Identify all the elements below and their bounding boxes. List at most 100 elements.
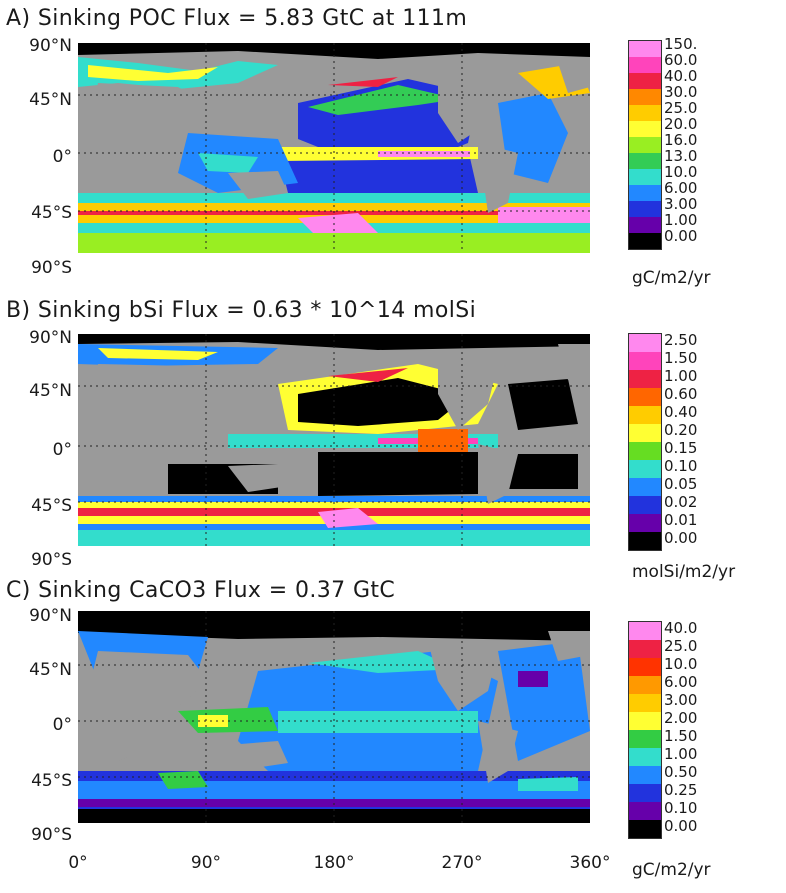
colorbar-swatch	[629, 41, 661, 57]
panel-a-map	[78, 43, 590, 253]
colorbar-level: 3.00	[664, 195, 698, 213]
colorbar-level: 16.0	[664, 131, 698, 149]
colorbar-level: 6.00	[664, 179, 698, 197]
colorbar-level: 0.60	[664, 385, 698, 403]
lon-label-90: 90°	[190, 853, 222, 873]
panel-a-lat-90s: 90°S	[31, 258, 72, 278]
panel-c-lat-45s: 45°S	[31, 771, 72, 791]
colorbar-swatch	[629, 748, 661, 766]
colorbar-level: 0.20	[664, 421, 698, 439]
colorbar-level: 3.00	[664, 691, 698, 709]
colorbar-swatch	[629, 89, 661, 105]
colorbar-level: 0.10	[664, 799, 698, 817]
colorbar-level: 0.15	[664, 439, 698, 457]
colorbar-swatch	[629, 406, 661, 424]
colorbar-level: 10.0	[664, 655, 698, 673]
colorbar-swatch	[629, 153, 661, 169]
colorbar-level: 6.00	[664, 673, 698, 691]
colorbar-swatch	[629, 233, 661, 249]
lon-label-360: 360°	[569, 853, 611, 873]
colorbar-swatch	[629, 532, 661, 550]
colorbar-swatch	[629, 388, 661, 406]
colorbar-level: 0.00	[664, 227, 698, 245]
panel-a-lat-45s: 45°S	[31, 203, 72, 223]
colorbar-swatch	[629, 201, 661, 217]
colorbar-level: 0.01	[664, 511, 698, 529]
colorbar-level: 0.00	[664, 529, 698, 547]
panel-c-colorbar	[628, 621, 662, 839]
colorbar-swatch	[629, 73, 661, 89]
colorbar-swatch	[629, 352, 661, 370]
colorbar-swatch	[629, 169, 661, 185]
colorbar-swatch	[629, 460, 661, 478]
colorbar-swatch	[629, 442, 661, 460]
colorbar-level: 40.0	[664, 619, 698, 637]
colorbar-level: 0.00	[664, 817, 698, 835]
panel-b-unit: molSi/m2/yr	[632, 562, 736, 582]
colorbar-swatch	[629, 658, 661, 676]
colorbar-level: 60.0	[664, 51, 698, 69]
lon-label-180: 180°	[313, 853, 355, 873]
panel-b-lat-45s: 45°S	[31, 496, 72, 516]
panel-b-lat-90s: 90°S	[31, 550, 72, 570]
panel-a-lat-45n: 45°N	[29, 90, 72, 110]
colorbar-level: 1.00	[664, 211, 698, 229]
panel-a-lat-90n: 90°N	[29, 36, 72, 56]
colorbar-level: 0.25	[664, 781, 698, 799]
colorbar-level: 13.0	[664, 147, 698, 165]
lon-label-0: 0°	[68, 853, 88, 873]
colorbar-level: 0.05	[664, 475, 698, 493]
colorbar-swatch	[629, 370, 661, 388]
colorbar-swatch	[629, 784, 661, 802]
panel-b-lat-45n: 45°N	[29, 381, 72, 401]
colorbar-level: 1.50	[664, 727, 698, 745]
colorbar-level: 150.	[664, 35, 698, 53]
colorbar-swatch	[629, 730, 661, 748]
colorbar-level: 1.50	[664, 349, 698, 367]
panel-b-colorbar-labels: 2.50 1.50 1.00 0.60 0.40 0.20 0.15 0.10 …	[664, 331, 698, 550]
colorbar-swatch	[629, 820, 661, 838]
panel-b-lat-0: 0°	[52, 440, 72, 460]
colorbar-swatch	[629, 478, 661, 496]
colorbar-swatch	[629, 137, 661, 153]
colorbar-level: 20.0	[664, 115, 698, 133]
colorbar-level: 0.02	[664, 493, 698, 511]
colorbar-swatch	[629, 712, 661, 730]
panel-c-unit: gC/m2/yr	[632, 860, 711, 880]
panel-c-lat-0: 0°	[52, 715, 72, 735]
colorbar-swatch	[629, 694, 661, 712]
panel-b-colorbar	[628, 333, 662, 551]
panel-a-lat-0: 0°	[52, 147, 72, 167]
colorbar-level: 25.0	[664, 637, 698, 655]
panel-b-lat-90n: 90°N	[29, 328, 72, 348]
colorbar-swatch	[629, 57, 661, 73]
colorbar-level: 2.50	[664, 331, 698, 349]
panel-a-title: A) Sinking POC Flux = 5.83 GtC at 111m	[6, 6, 468, 31]
colorbar-swatch	[629, 185, 661, 201]
colorbar-level: 10.0	[664, 163, 698, 181]
colorbar-level: 1.00	[664, 745, 698, 763]
colorbar-swatch	[629, 424, 661, 442]
colorbar-level: 0.40	[664, 403, 698, 421]
colorbar-level: 0.10	[664, 457, 698, 475]
panel-a-colorbar-labels: 150. 60.0 40.0 30.0 25.0 20.0 16.0 13.0 …	[664, 35, 698, 246]
colorbar-swatch	[629, 766, 661, 784]
colorbar-swatch	[629, 217, 661, 233]
colorbar-swatch	[629, 121, 661, 137]
panel-a-unit: gC/m2/yr	[632, 268, 711, 288]
panel-c-lat-90n: 90°N	[29, 606, 72, 626]
panel-c-lat-90s: 90°S	[31, 825, 72, 845]
colorbar-swatch	[629, 802, 661, 820]
colorbar-swatch	[629, 496, 661, 514]
panel-c-colorbar-labels: 40.0 25.0 10.0 6.00 3.00 2.00 1.50 1.00 …	[664, 619, 698, 838]
panel-b-map	[78, 334, 590, 546]
colorbar-level: 25.0	[664, 99, 698, 117]
colorbar-level: 0.50	[664, 763, 698, 781]
colorbar-level: 40.0	[664, 67, 698, 85]
panel-c-title: C) Sinking CaCO3 Flux = 0.37 GtC	[6, 578, 396, 603]
colorbar-level: 2.00	[664, 709, 698, 727]
panel-b-title: B) Sinking bSi Flux = 0.63 * 10^14 molSi	[6, 298, 477, 323]
colorbar-level: 30.0	[664, 83, 698, 101]
colorbar-swatch	[629, 676, 661, 694]
panel-c-map	[78, 611, 590, 823]
